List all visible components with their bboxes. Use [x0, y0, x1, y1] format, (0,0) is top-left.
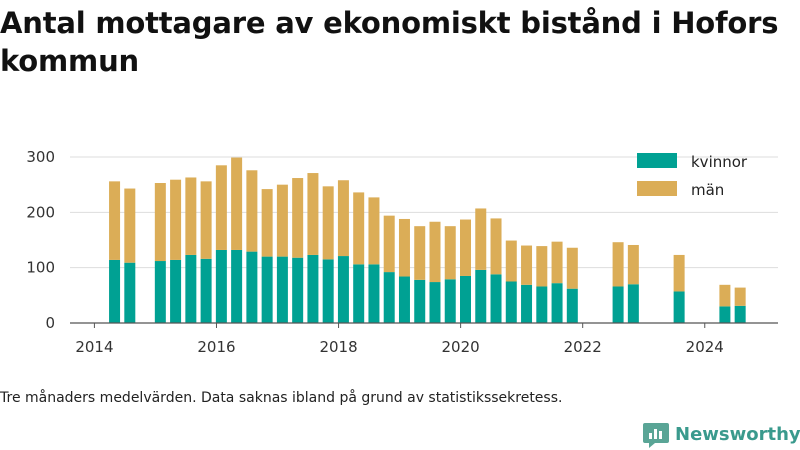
bar-man	[460, 219, 471, 276]
bar-kvinnor	[185, 254, 197, 323]
bar-kvinnor	[627, 284, 639, 323]
bar-man	[261, 189, 273, 257]
bar-kvinnor	[261, 256, 273, 323]
bar-man	[322, 186, 334, 260]
bar-kvinnor	[566, 288, 578, 323]
bar-kvinnor	[109, 259, 121, 323]
y-tick-label: 200	[26, 203, 55, 221]
x-tick-label: 2024	[686, 338, 724, 356]
legend-label-kvinnor: kvinnor	[691, 153, 748, 171]
bar-man	[475, 208, 487, 270]
bar-man	[551, 241, 563, 284]
y-tick-label: 100	[26, 259, 55, 277]
bar-kvinnor	[200, 258, 212, 323]
bar-man	[444, 226, 456, 280]
logo-text: Newsworthy	[675, 423, 800, 445]
bar-kvinnor	[414, 279, 426, 323]
bar-man	[627, 244, 639, 285]
bar-kvinnor	[460, 275, 471, 323]
bar-kvinnor	[292, 257, 304, 323]
bar-kvinnor	[536, 286, 548, 323]
bar-man	[170, 179, 182, 260]
y-tick-label: 300	[26, 148, 55, 166]
bar-man	[337, 180, 349, 257]
bar-kvinnor	[490, 274, 502, 323]
bar-man	[200, 181, 212, 259]
bar-man	[612, 242, 624, 287]
bar-man	[215, 165, 227, 250]
y-tick-label: 0	[45, 314, 55, 332]
bar-man	[185, 177, 197, 255]
bar-man	[353, 192, 365, 265]
bar-kvinnor	[429, 282, 441, 323]
chart-title: Antal mottagare av ekonomiskt bistånd i …	[0, 6, 779, 78]
bar-kvinnor	[719, 306, 731, 323]
bar-kvinnor	[337, 256, 349, 323]
bar-man	[154, 183, 166, 262]
x-tick-label: 2022	[564, 338, 602, 356]
bar-man	[124, 188, 136, 263]
bar-man	[673, 254, 685, 292]
bar-man	[505, 240, 517, 282]
bar-kvinnor	[322, 259, 334, 323]
bar-kvinnor	[231, 249, 243, 323]
bar-man	[398, 218, 410, 277]
bar-man	[429, 221, 441, 283]
bar-kvinnor	[368, 264, 380, 323]
bar-kvinnor	[521, 284, 533, 323]
bar-man	[109, 181, 121, 260]
axes: 0 100 200 300 2014 2016 2018 2020 2022 2024	[26, 148, 778, 356]
bar-kvinnor	[154, 261, 166, 323]
bar-kvinnor	[276, 256, 288, 323]
bar-kvinnor	[551, 283, 563, 323]
bar-kvinnor	[353, 264, 365, 323]
bar-kvinnor	[215, 249, 227, 323]
bar-kvinnor	[505, 281, 517, 323]
bar-kvinnor	[383, 272, 395, 323]
bar-man	[368, 197, 380, 265]
footnote: Tre månaders medelvärden. Data saknas ib…	[0, 390, 563, 406]
newsworthy-logo[interactable]: Newsworthy	[643, 420, 800, 448]
bar-man	[536, 246, 548, 287]
legend-label-man: män	[691, 181, 724, 199]
bar-kvinnor	[475, 269, 487, 323]
legend-swatch-kvinnor	[637, 153, 677, 168]
bar-kvinnor	[246, 251, 258, 323]
bar-man	[719, 284, 731, 307]
bar-kvinnor	[124, 262, 136, 323]
bar-kvinnor	[170, 259, 182, 323]
x-tick-label: 2014	[75, 338, 113, 356]
legend: kvinnor män	[637, 153, 748, 199]
bar-man	[566, 247, 578, 289]
x-tick-label: 2020	[442, 338, 480, 356]
stacked-bar-chart: 0 100 200 300 2014 2016 2018 2020 2022 2024 kvinn…	[26, 148, 778, 356]
bar-man	[490, 218, 502, 275]
bar-man	[734, 287, 746, 306]
x-tick-label: 2018	[319, 338, 357, 356]
bar-kvinnor	[612, 286, 624, 323]
x-tick-label: 2016	[197, 338, 235, 356]
bar-man	[276, 184, 288, 257]
bar-man	[414, 226, 426, 280]
bar-kvinnor	[673, 291, 685, 323]
bars	[109, 157, 746, 323]
newsworthy-logo-icon	[643, 423, 669, 448]
bar-man	[521, 245, 533, 285]
legend-swatch-man	[637, 181, 677, 196]
bar-kvinnor	[444, 279, 456, 323]
bar-man	[246, 170, 258, 252]
bar-kvinnor	[398, 276, 410, 323]
bar-kvinnor	[307, 254, 319, 323]
bar-kvinnor	[734, 305, 746, 323]
bar-man	[292, 178, 304, 258]
bar-man	[231, 157, 243, 250]
bar-man	[307, 173, 319, 255]
bar-man	[383, 215, 395, 273]
